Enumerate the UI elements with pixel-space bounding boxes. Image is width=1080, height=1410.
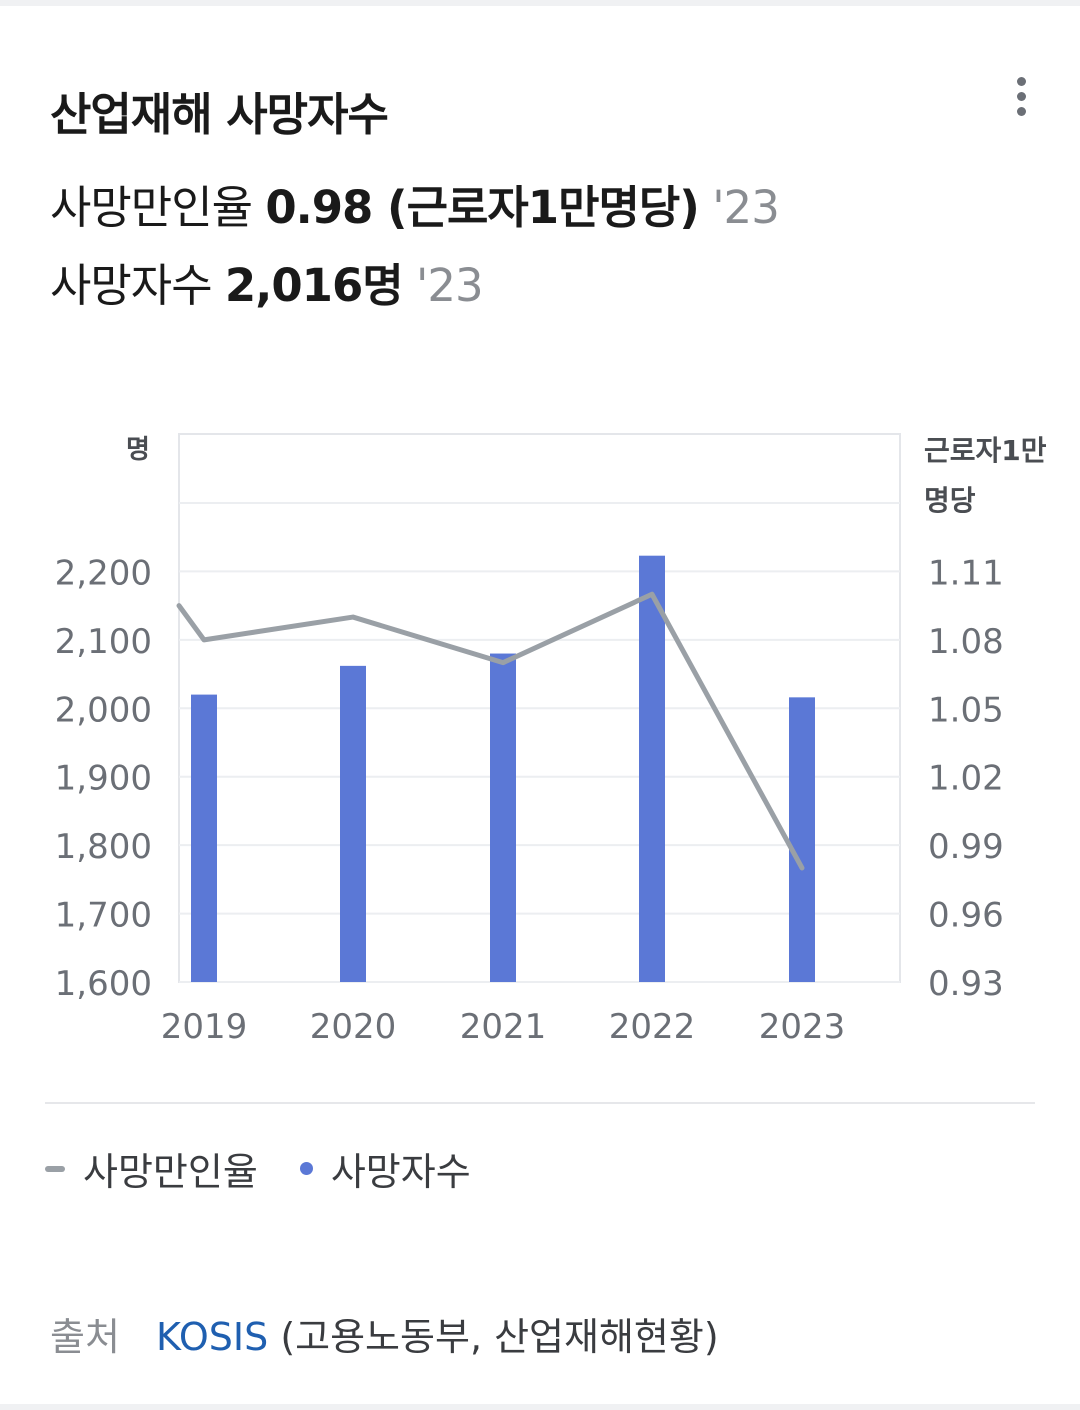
- stat-value: 2,016명: [224, 259, 404, 312]
- divider: [45, 1102, 1035, 1104]
- y-tick-label: 1,900: [55, 759, 152, 799]
- source-detail: (고용노동부, 산업재해현황): [280, 1315, 719, 1359]
- source-line: 출처 KOSIS (고용노동부, 산업재해현황): [50, 1306, 719, 1361]
- dot-legend-icon: [299, 1162, 313, 1175]
- card-title: 산업재해 사망자수: [50, 88, 389, 141]
- stat-label: 사망만인율: [50, 181, 253, 234]
- stats-card: 산업재해 사망자수 사망만인율 0.98 (근로자1만명당) '23 사망자수 …: [0, 6, 1080, 1404]
- chart-legend: 사망만인율 사망자수: [45, 1141, 513, 1196]
- y2-axis-title: 명당: [924, 484, 976, 517]
- more-vertical-icon: [1016, 76, 1026, 86]
- y-tick-label: 1,600: [55, 964, 152, 1004]
- y2-tick-label: 1.02: [928, 759, 1004, 799]
- x-tick-label: 2023: [759, 1007, 846, 1047]
- bar: [191, 694, 217, 982]
- more-vertical-icon-dot: [1016, 106, 1026, 116]
- x-tick-label: 2019: [161, 1007, 248, 1047]
- fatality-count-stat: 사망자수 2,016명 '23: [50, 249, 484, 314]
- source-link[interactable]: KOSIS: [156, 1315, 269, 1359]
- y-tick-label: 2,100: [55, 622, 152, 662]
- legend-label: 사망자수: [330, 1150, 471, 1194]
- more-vertical-icon-dot: [1016, 91, 1026, 101]
- source-label: 출처: [50, 1315, 120, 1359]
- stat-value: 0.98 (근로자1만명당): [265, 181, 700, 234]
- y-tick-label: 1,700: [55, 896, 152, 936]
- bar: [340, 665, 366, 982]
- y2-tick-label: 0.93: [928, 964, 1004, 1004]
- x-tick-label: 2020: [310, 1007, 397, 1047]
- bar: [639, 555, 665, 982]
- y2-axis-title: 근로자1만: [924, 434, 1047, 467]
- fatality-rate-stat: 사망만인율 0.98 (근로자1만명당) '23: [50, 171, 780, 236]
- stat-label: 사망자수: [50, 259, 213, 312]
- y-axis-title: 명: [126, 435, 150, 465]
- stat-year: '23: [712, 181, 780, 234]
- y2-tick-label: 1.05: [928, 690, 1004, 730]
- y-tick-label: 1,800: [55, 827, 152, 867]
- y2-tick-label: 1.08: [928, 622, 1004, 662]
- x-tick-label: 2021: [460, 1007, 547, 1047]
- more-options-button[interactable]: [1000, 68, 1042, 124]
- y2-tick-label: 1.11: [928, 553, 1004, 593]
- x-tick-label: 2022: [609, 1007, 696, 1047]
- stat-year: '23: [415, 259, 484, 312]
- y-tick-label: 2,000: [55, 690, 152, 730]
- bar: [789, 697, 815, 982]
- legend-label: 사망만인율: [83, 1150, 258, 1194]
- y2-tick-label: 0.96: [928, 896, 1004, 936]
- y2-tick-label: 0.99: [928, 827, 1004, 867]
- legend-item-rate[interactable]: 사망만인율: [45, 1141, 258, 1196]
- bar: [490, 653, 516, 982]
- line-legend-icon: [45, 1165, 65, 1172]
- legend-item-count[interactable]: 사망자수: [299, 1141, 471, 1196]
- rate-line: [176, 591, 805, 871]
- y-tick-label: 2,200: [55, 553, 152, 593]
- combo-chart: 1,600 1,700 1,800 1,900 2,000 2,100 2,200 0.93 0…: [55, 433, 1047, 1047]
